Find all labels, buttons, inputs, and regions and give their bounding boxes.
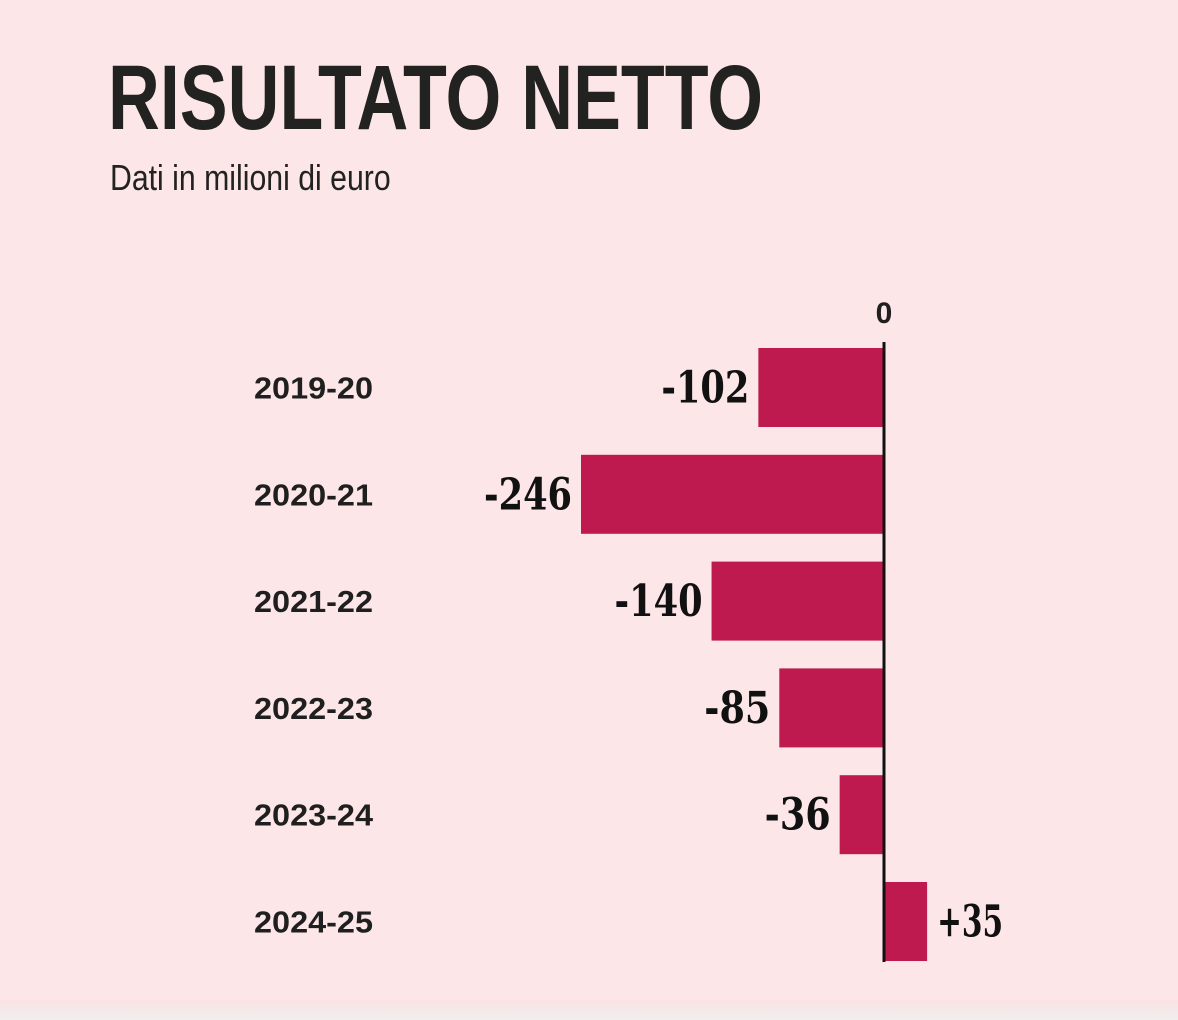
- bar: [758, 348, 884, 427]
- bar: [839, 775, 884, 855]
- chart-title: RISULTATO NETTO: [108, 47, 764, 149]
- category-label: 2019-20: [254, 371, 373, 406]
- category-label: 2023-24: [254, 798, 374, 833]
- value-labels: -102 -246 -140 -85 -36 +35: [484, 363, 1003, 948]
- data-label: -140: [615, 576, 703, 627]
- category-label: 2022-23: [254, 691, 373, 726]
- category-label: 2021-22: [254, 584, 373, 619]
- chart-subtitle: Dati in milioni di euro: [110, 157, 391, 198]
- bottom-strip: [0, 1000, 1178, 1020]
- bar: [711, 561, 884, 641]
- zero-tick-label: 0: [876, 297, 893, 330]
- data-label: -85: [704, 683, 770, 734]
- category-labels: 2019-20 2020-21 2021-22 2022-23 2023-24 2024-…: [254, 371, 374, 940]
- bar: [884, 882, 928, 961]
- bars: [581, 348, 928, 961]
- data-label: -246: [484, 469, 572, 520]
- category-label: 2024-25: [254, 905, 373, 940]
- data-label: +35: [937, 897, 1003, 948]
- bar: [581, 454, 884, 534]
- category-label: 2020-21: [254, 477, 373, 512]
- data-label: -36: [765, 790, 831, 841]
- data-label: -102: [661, 363, 749, 414]
- bar: [779, 668, 884, 748]
